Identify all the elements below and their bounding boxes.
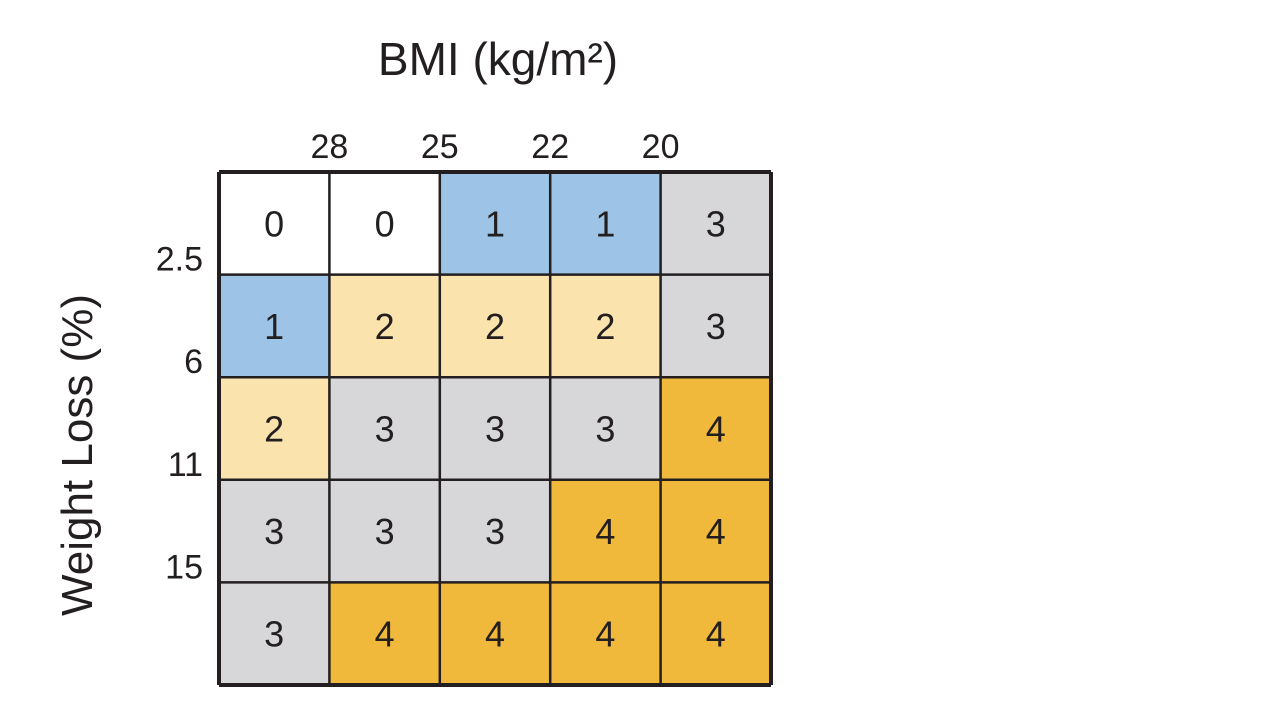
heatmap-cell xyxy=(660,582,771,685)
y-tick-label: 15 xyxy=(165,548,203,586)
cell-value-label: 3 xyxy=(706,306,726,347)
heatmap-cell xyxy=(660,479,771,583)
heatmap-cell xyxy=(550,377,661,480)
cell-value-label: 3 xyxy=(485,511,505,552)
cell-value-label: 3 xyxy=(595,409,615,450)
heatmap-cell xyxy=(439,377,551,480)
cell-value-label: 3 xyxy=(264,511,284,552)
heatmap-cell xyxy=(439,479,551,583)
cell-value-label: 4 xyxy=(595,614,615,655)
heatmap-cell xyxy=(660,377,771,480)
heatmap-cell xyxy=(439,172,551,275)
y-tick-labels: 2.5 6 11 15 xyxy=(156,241,203,587)
heatmap-cell xyxy=(550,479,661,583)
cell-value-label: 3 xyxy=(706,203,726,244)
cell-value-label: 1 xyxy=(264,306,284,347)
heatmap-cell xyxy=(219,479,330,583)
y-axis-label: Weight Loss (%) xyxy=(53,294,102,616)
cell-value-label: 1 xyxy=(595,203,615,244)
heatmap-cell xyxy=(550,582,661,685)
heatmap-cell xyxy=(219,274,330,378)
cell-value-label: 4 xyxy=(706,409,726,450)
cell-value-label: 2 xyxy=(264,409,284,450)
cell-value-label: 1 xyxy=(485,203,505,244)
cell-value-label: 3 xyxy=(375,409,395,450)
y-tick-label: 2.5 xyxy=(156,241,203,279)
heatmap-cell xyxy=(329,172,440,275)
cell-value-label: 4 xyxy=(375,614,395,655)
heatmap-cell xyxy=(660,172,771,275)
heatmap-cell xyxy=(550,274,661,378)
grid-lines xyxy=(217,170,773,687)
cell-value-label: 4 xyxy=(595,511,615,552)
heatmap-cell xyxy=(550,172,661,275)
x-tick-labels: 28 25 22 20 xyxy=(310,128,679,166)
x-tick-label: 22 xyxy=(531,128,569,166)
cell-value-label: 2 xyxy=(485,306,505,347)
heatmap-cell xyxy=(329,479,440,583)
cell-value-label: 2 xyxy=(375,306,395,347)
cell-value-label: 4 xyxy=(706,511,726,552)
heatmap-cell xyxy=(439,274,551,378)
cell-value-label: 0 xyxy=(375,203,395,244)
y-tick-label: 6 xyxy=(184,343,203,381)
heatmap-cell xyxy=(439,582,551,685)
chart-title: BMI (kg/m²) xyxy=(378,33,618,85)
heatmap-cell xyxy=(329,377,440,480)
cell-value-label: 3 xyxy=(264,614,284,655)
x-tick-label: 20 xyxy=(642,128,680,166)
heatmap-cell xyxy=(329,582,440,685)
cell-value-label: 3 xyxy=(485,409,505,450)
heatmap-cell xyxy=(219,582,330,685)
y-tick-label: 11 xyxy=(168,446,203,484)
heatmap-cell xyxy=(219,377,330,480)
cell-value-label: 0 xyxy=(264,203,284,244)
cell-value-label: 2 xyxy=(595,306,615,347)
x-tick-label: 25 xyxy=(421,128,459,166)
heatmap-cell xyxy=(219,172,330,275)
cell-value-label: 4 xyxy=(706,614,726,655)
cell-value-label: 4 xyxy=(485,614,505,655)
heatmap-cell xyxy=(660,274,771,378)
heatmap-cells: 0 0 1 1 3 1 2 2 2 3 2 3 3 3 4 3 3 3 4 4 3 4 4 4 4 xyxy=(219,172,771,685)
x-tick-label: 28 xyxy=(310,128,348,166)
heatmap-cell xyxy=(329,274,440,378)
cell-value-label: 3 xyxy=(375,511,395,552)
